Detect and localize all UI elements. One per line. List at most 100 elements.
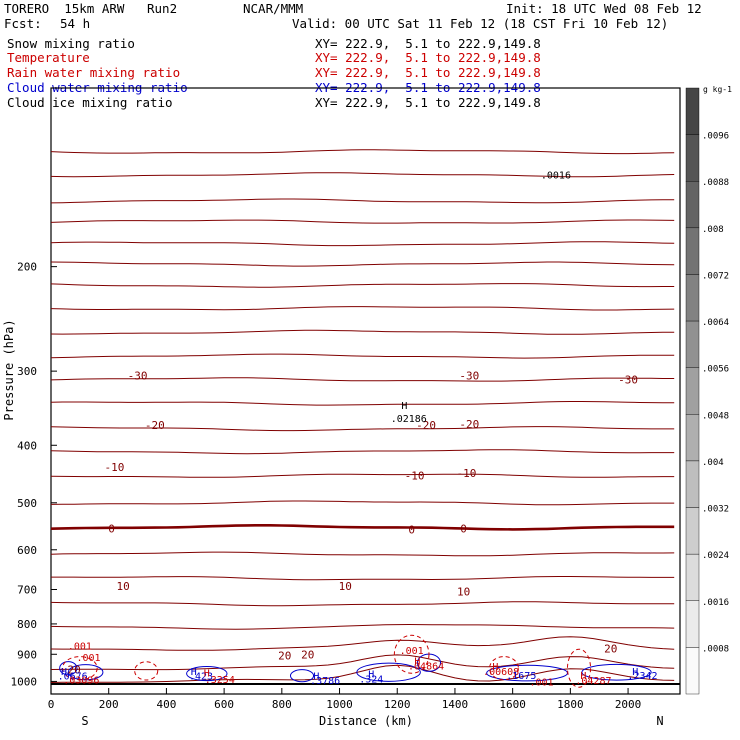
y-tick-label: 1000	[11, 675, 38, 688]
isotherm-label: 0	[108, 522, 115, 535]
hydrometeor-contour	[581, 663, 652, 681]
isotherm-label: -10	[105, 461, 125, 474]
colorbar-tick-label: .004	[702, 458, 724, 468]
y-tick-label: 800	[17, 618, 37, 631]
isotherm-label: 20	[301, 648, 314, 661]
isotherm-line	[50, 219, 675, 224]
contour-value-label: .2342	[627, 671, 657, 682]
colorbar-tick-label: .0096	[702, 132, 729, 142]
x-tick-label: 1600	[499, 698, 526, 711]
contour-value-label: H	[414, 656, 420, 667]
contour-value-label: H	[401, 401, 407, 412]
hydrometeor-contour	[356, 662, 421, 682]
field-range-cloud-ice: XY= 222.9, 5.1 to 222.9,149.8	[315, 95, 541, 110]
isotherm-line	[50, 664, 675, 683]
plot-frame	[50, 87, 681, 695]
hydrometeor-contour	[62, 656, 98, 681]
colorbar-segment	[685, 320, 700, 368]
contour-value-label: .03096	[63, 676, 99, 687]
hydrometeor-contours	[59, 634, 652, 688]
x-tick-label: 200	[99, 698, 119, 711]
field-name-rain: Rain water mixing ratio	[7, 65, 181, 80]
init-time: Init: 18 UTC Wed 08 Feb 12	[506, 1, 702, 16]
colorbar-segment	[685, 274, 700, 322]
isotherm-label: -30	[459, 369, 479, 382]
y-tick-label: 900	[17, 648, 37, 661]
hydrometeor-contour	[67, 664, 104, 681]
y-tick-label: 200	[17, 261, 37, 274]
hydrometeor-contour	[186, 666, 228, 682]
hydrometeor-contour	[566, 648, 592, 688]
isotherm-line	[50, 449, 675, 455]
isotherm-line	[50, 149, 675, 155]
contour-value-label: H	[492, 662, 498, 673]
hydrometeor-contour	[489, 656, 519, 681]
isotherm-line	[50, 401, 675, 406]
model-title: TORERO 15km ARW Run2	[4, 1, 178, 16]
y-tick-label: 700	[17, 584, 37, 597]
y-axis-label: Pressure (hPa)	[2, 319, 16, 420]
hydrometeor-contour	[486, 664, 568, 682]
isotherm-label: 20	[67, 664, 80, 677]
field-range-cloud-water: XY= 222.9, 5.1 to 222.9,149.8	[315, 80, 541, 95]
colorbar-segment	[685, 227, 700, 275]
isotherm-line	[50, 473, 675, 478]
contour-value-label: H	[632, 667, 638, 678]
field-range-temperature: XY= 222.9, 5.1 to 222.9,149.8	[315, 50, 541, 65]
contour-value-label: H	[204, 669, 210, 680]
field-range-rain: XY= 222.9, 5.1 to 222.9,149.8	[315, 65, 541, 80]
isotherm-label: 20	[278, 650, 291, 663]
colorbar-segment	[685, 414, 700, 462]
isotherm-label: -10	[405, 470, 425, 483]
colorbar-tick-label: .0072	[702, 271, 729, 281]
y-tick-label: 600	[17, 544, 37, 557]
isotherm-line	[50, 601, 675, 607]
valid-time: Valid: 00 UTC Sat 11 Feb 12 (18 CST Fri …	[292, 16, 669, 31]
x-axis-right-end-label: N	[656, 714, 663, 728]
isotherm-line	[50, 377, 675, 382]
contour-value-label: .1675	[506, 671, 536, 682]
x-tick-label: 1200	[384, 698, 411, 711]
isotherm-label: -30	[618, 374, 638, 387]
field-name-snow: Snow mixing ratio	[7, 36, 135, 51]
hydrometeor-contour	[289, 669, 315, 683]
isotherm-line	[50, 500, 675, 506]
colorbar-tick-label: .0032	[702, 505, 729, 515]
isotherm-label: 10	[339, 580, 352, 593]
x-axis-label: Distance (km)	[319, 714, 413, 728]
x-tick-label: 400	[156, 698, 176, 711]
x-axis: 0 200 400 600 800 1000 1200 1400 1600 1800 2000	[48, 688, 641, 711]
hydrometeor-contour	[59, 661, 78, 676]
contour-labels: -30 -30 -30 -20 -20 -20 -10 -10 -10 0 0 0 10 10 10 20 20…	[58, 171, 658, 689]
colorbar-tick-label: .0064	[702, 318, 729, 328]
y-tick-label: 300	[17, 365, 37, 378]
field-name-cloud-ice: Cloud ice mixing ratio	[7, 95, 173, 110]
colorbar-segment	[685, 507, 700, 555]
colorbar-segment	[685, 647, 700, 695]
isotherm-line	[50, 329, 675, 335]
colorbar-segment	[685, 87, 700, 135]
isotherm-label: 10	[117, 580, 130, 593]
contour-value-label: .001	[529, 677, 553, 688]
y-axis: 200 300 400 500 600 700 800 900 1000	[11, 261, 57, 688]
isotherm-label: 10	[457, 585, 470, 598]
x-tick-label: 1800	[557, 698, 584, 711]
contour-value-label: .04287	[575, 676, 611, 687]
field-range-snow: XY= 222.9, 5.1 to 222.9,149.8	[315, 36, 541, 51]
org-label: NCAR/MMM	[243, 1, 304, 16]
isotherm-line	[50, 551, 675, 557]
contour-value-label: .001	[68, 642, 92, 653]
field-name-temperature: Temperature	[7, 50, 90, 65]
contour-value-label: H	[191, 667, 197, 678]
contour-value-label: .00608	[483, 667, 519, 678]
contour-value-label: .423	[189, 672, 213, 683]
colorbar-segment	[685, 367, 700, 415]
colorbar-tick-label: .0016	[702, 598, 729, 608]
isotherm-line	[50, 636, 675, 651]
colorbar-segment	[685, 553, 700, 601]
contour-value-label: .001	[76, 653, 100, 664]
contour-value-label: H	[61, 667, 67, 678]
colorbar-segment	[685, 181, 700, 229]
contour-value-label: .001	[400, 646, 424, 657]
